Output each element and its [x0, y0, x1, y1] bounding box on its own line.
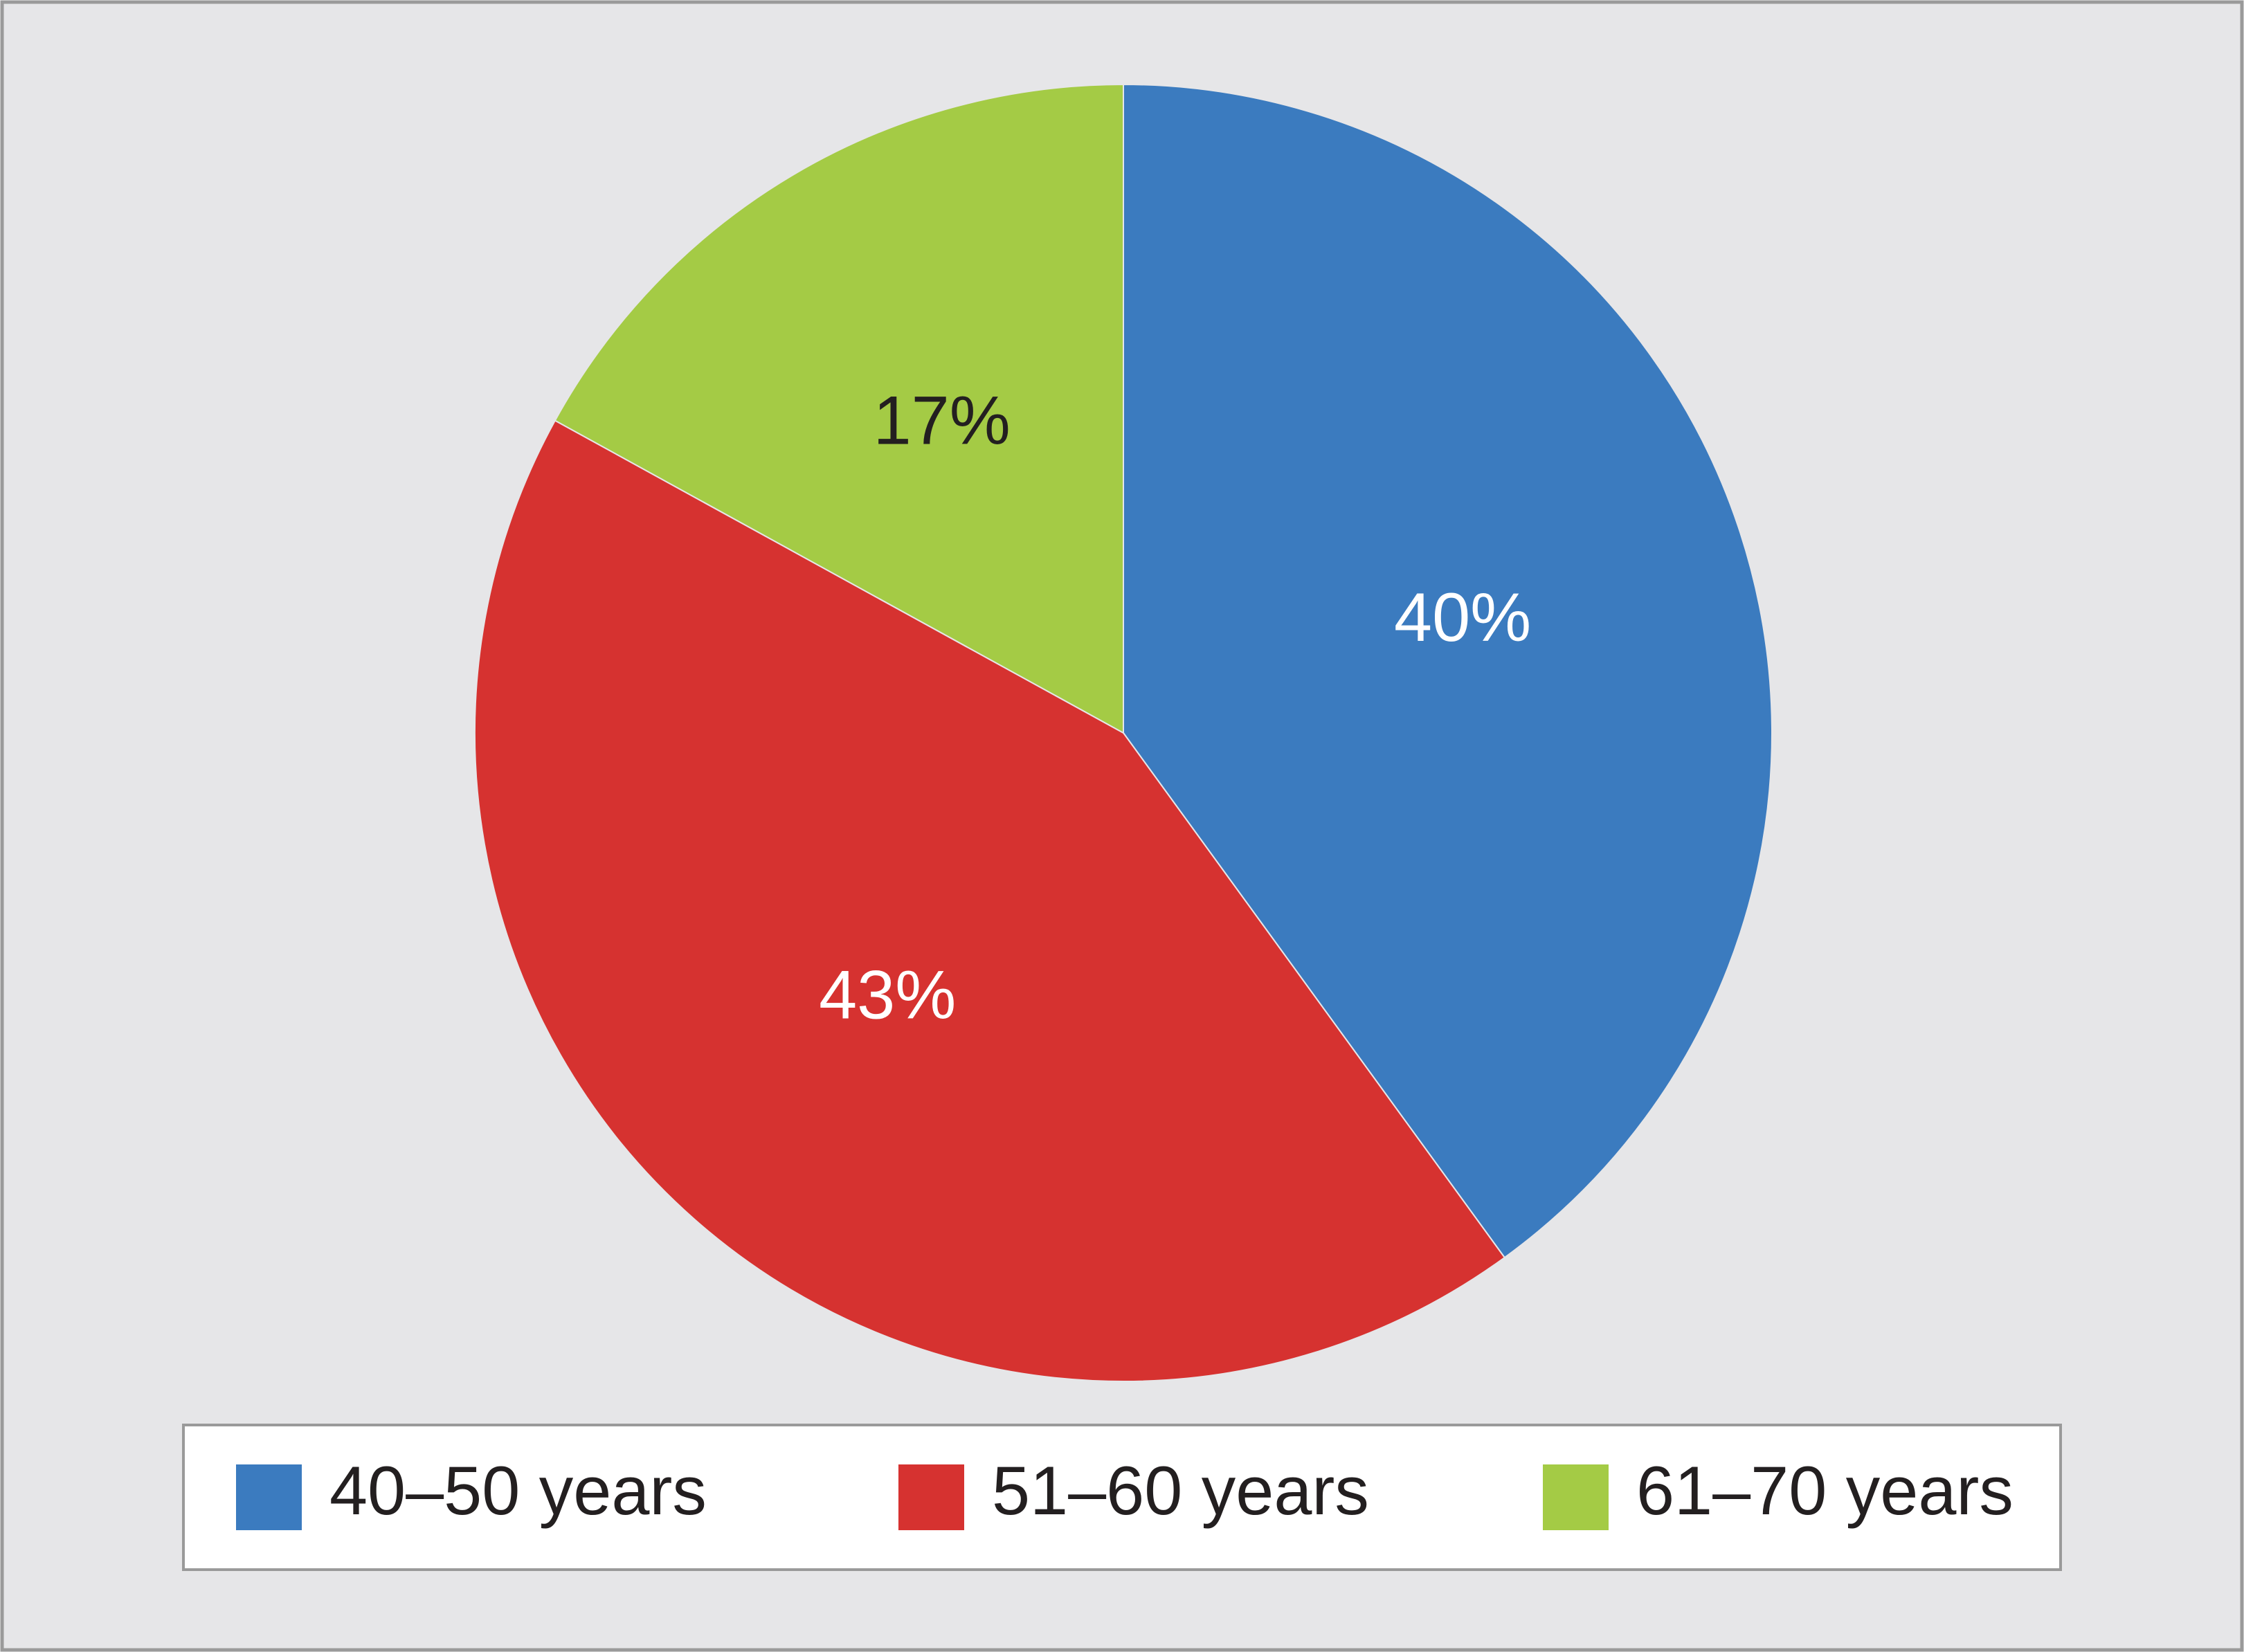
legend-label: 51–60 years [992, 1452, 1369, 1529]
data-label: 40% [1394, 579, 1531, 655]
legend-label: 40–50 years [329, 1452, 707, 1529]
legend-box [182, 1424, 2062, 1571]
legend-swatch [1543, 1464, 1609, 1530]
legend-label: 61–70 years [1636, 1452, 2014, 1529]
pie-slice [474, 419, 1506, 1382]
pie-slice [1123, 83, 1773, 1259]
data-label: 43% [819, 956, 956, 1033]
pie-slice [554, 83, 1124, 734]
legend-swatch [236, 1464, 302, 1530]
legend-swatch [898, 1464, 964, 1530]
data-label: 17% [874, 382, 1011, 459]
